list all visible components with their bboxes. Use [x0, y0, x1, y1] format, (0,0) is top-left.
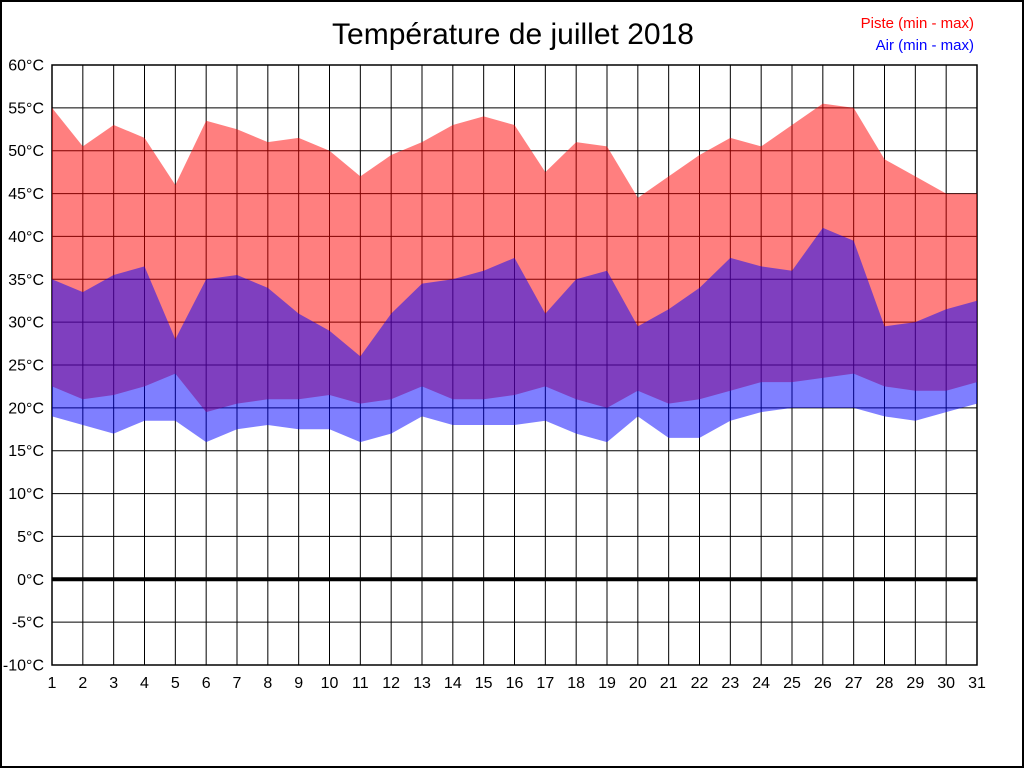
y-tick-label: -5°C: [12, 615, 44, 632]
x-tick-label: 11: [352, 675, 369, 692]
x-axis-tick-labels: 1 2 3 4 5 6 7 8 9 10 11 12 13 14 15 16 17 18 19 20 21 22 23 24 2…: [48, 675, 986, 692]
x-tick-label: 14: [444, 675, 462, 692]
y-tick-label: 15°C: [8, 443, 44, 460]
y-axis-tick-labels: 60°C 55°C 50°C 45°C 40°C 35°C 30°C 25°C 20°C 15°C…: [3, 58, 44, 675]
x-tick-label: 6: [202, 675, 211, 692]
legend-piste-label: Piste (min - max): [861, 15, 974, 32]
band-layer: [52, 103, 977, 443]
chart-title: Température de juillet 2018: [332, 18, 694, 51]
legend-air-label: Air (min - max): [876, 37, 974, 54]
x-tick-label: 27: [845, 675, 863, 692]
x-tick-label: 8: [263, 675, 272, 692]
x-tick-label: 7: [233, 675, 242, 692]
x-tick-label: 13: [413, 675, 431, 692]
y-tick-label: 25°C: [8, 358, 44, 375]
x-tick-label: 24: [752, 675, 770, 692]
y-tick-label: 45°C: [8, 186, 44, 203]
x-tick-label: 1: [48, 675, 57, 692]
y-tick-label: 50°C: [8, 143, 44, 160]
y-tick-label: 20°C: [8, 400, 44, 417]
y-tick-label: 60°C: [8, 58, 44, 75]
y-tick-label: 35°C: [8, 272, 44, 289]
air-minmax-band: [52, 227, 977, 443]
x-tick-label: 2: [78, 675, 87, 692]
x-tick-label: 30: [937, 675, 955, 692]
y-tick-label: -10°C: [3, 658, 44, 675]
x-tick-label: 3: [109, 675, 118, 692]
x-tick-label: 23: [721, 675, 739, 692]
x-tick-label: 16: [506, 675, 524, 692]
y-tick-label: 10°C: [8, 486, 44, 503]
x-tick-label: 22: [691, 675, 709, 692]
x-tick-label: 18: [567, 675, 585, 692]
x-tick-label: 9: [294, 675, 303, 692]
x-tick-label: 25: [783, 675, 801, 692]
x-tick-label: 10: [321, 675, 339, 692]
y-tick-label: 30°C: [8, 315, 44, 332]
x-tick-label: 28: [876, 675, 894, 692]
x-tick-label: 15: [475, 675, 493, 692]
x-tick-label: 19: [598, 675, 616, 692]
x-tick-label: 20: [629, 675, 647, 692]
x-tick-label: 4: [140, 675, 149, 692]
x-tick-label: 31: [968, 675, 986, 692]
y-tick-label: 0°C: [17, 572, 44, 589]
y-tick-label: 55°C: [8, 100, 44, 117]
x-tick-label: 29: [906, 675, 924, 692]
x-tick-label: 5: [171, 675, 180, 692]
y-tick-label: 40°C: [8, 229, 44, 246]
x-tick-label: 21: [660, 675, 678, 692]
y-tick-label: 5°C: [17, 529, 44, 546]
x-tick-label: 26: [814, 675, 832, 692]
x-tick-label: 12: [382, 675, 400, 692]
x-tick-label: 17: [536, 675, 554, 692]
